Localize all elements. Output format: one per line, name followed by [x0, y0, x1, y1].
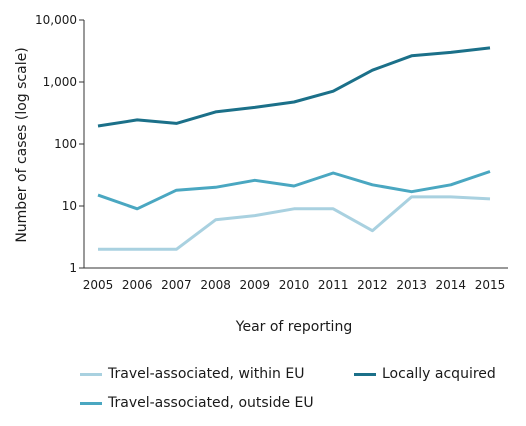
x-tick-label: 2007 [161, 278, 192, 292]
legend-swatch-outside-eu [80, 401, 102, 405]
legend-item-outside-eu: Travel-associated, outside EU [80, 395, 314, 411]
y-tick-label: 100 [54, 137, 77, 151]
x-tick-label: 2014 [436, 278, 467, 292]
legend-label-locally-acquired: Locally acquired [382, 366, 496, 382]
y-tick-label: 1 [69, 261, 77, 275]
axes [83, 20, 508, 269]
legend-swatch-locally-acquired [354, 372, 376, 376]
x-tick-label: 2011 [318, 278, 349, 292]
y-axis-title: Number of cases (log scale) [14, 47, 30, 242]
x-ticks: 2005 2006 2007 2008 2009 2010 2011 2012 2013 2014… [83, 278, 506, 292]
x-tick-label: 2012 [357, 278, 388, 292]
x-axis-title: Year of reporting [235, 319, 352, 335]
x-tick-label: 2010 [279, 278, 310, 292]
legend-item-within-eu: Travel-associated, within EU [80, 366, 304, 382]
legend-label-outside-eu: Travel-associated, outside EU [108, 395, 314, 411]
x-tick-label: 2015 [475, 278, 506, 292]
series-line-1 [97, 46, 491, 128]
legend-swatch-within-eu [80, 372, 102, 376]
x-tick-label: 2006 [122, 278, 153, 292]
legend-item-locally-acquired: Locally acquired [354, 366, 496, 382]
x-tick-label: 2005 [83, 278, 114, 292]
y-ticks: 1 10 100 1,000 10,000 [35, 13, 84, 275]
x-tick-label: 2009 [240, 278, 271, 292]
y-tick-label: 10,000 [35, 13, 77, 27]
x-tick-label: 2008 [200, 278, 231, 292]
legend-label-within-eu: Travel-associated, within EU [108, 366, 305, 382]
x-tick-label: 2013 [396, 278, 427, 292]
y-tick-label: 10 [62, 199, 77, 213]
series-line-0 [98, 195, 491, 251]
series-line-2 [97, 170, 491, 211]
y-tick-label: 1,000 [43, 75, 77, 89]
series-lines [97, 46, 491, 251]
